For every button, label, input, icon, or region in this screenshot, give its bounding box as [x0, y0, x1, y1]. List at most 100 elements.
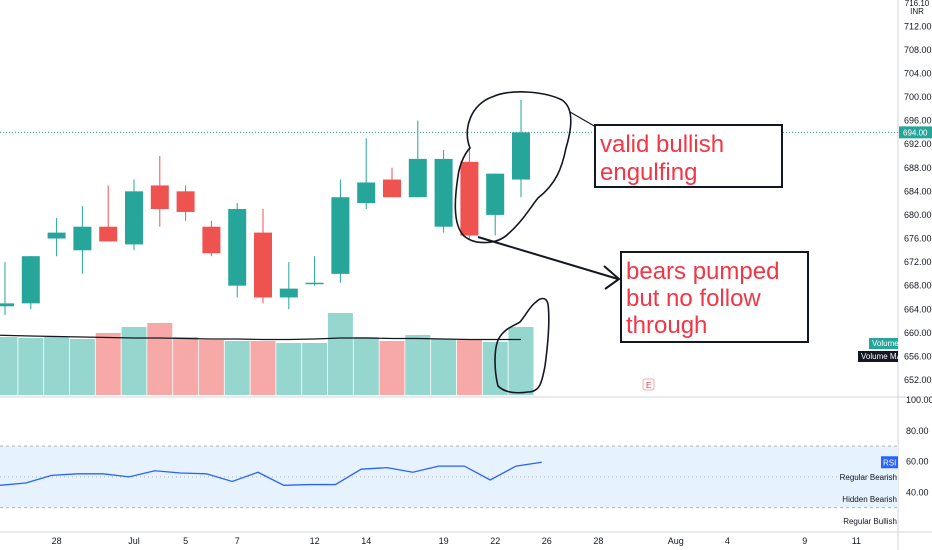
note-bullish-line-1: valid bullish — [600, 131, 724, 158]
price-tick-label: 708.00 — [904, 45, 932, 55]
volume-bar — [431, 339, 457, 395]
price-tick-label: 656.00 — [904, 351, 932, 361]
candle-body — [176, 191, 195, 212]
currency-code: INR — [910, 7, 924, 16]
time-tick-label: 4 — [725, 536, 730, 546]
volume-bar — [250, 341, 276, 395]
volume-tag — [869, 338, 898, 349]
volume-ma-tag-label: Volume MA — [861, 352, 903, 361]
candle-body — [0, 303, 14, 307]
price-tick-label: 680.00 — [904, 210, 932, 220]
volume-bar — [44, 337, 70, 395]
volume-bar — [147, 323, 173, 395]
rsi-tick-label: 100.00 — [906, 395, 932, 405]
note-bears-line-2: but no follow — [626, 285, 761, 312]
svg-text:E: E — [646, 381, 651, 390]
volume-bar — [456, 340, 482, 395]
volume-tag-label: Volume — [872, 339, 899, 348]
candle-body — [486, 173, 505, 215]
volume-bar — [173, 337, 199, 395]
price-tick-label: 688.00 — [904, 163, 932, 173]
rsi-tick-label: 40.00 — [906, 487, 929, 497]
note-bears-line-1: bears pumped — [626, 258, 779, 285]
price-tick-label: 692.00 — [904, 139, 932, 149]
volume-bar — [508, 327, 534, 395]
time-tick-label: 19 — [439, 536, 449, 546]
divergence-label: Hidden Bearish — [842, 495, 897, 504]
time-tick-label: 12 — [310, 536, 320, 546]
axis-layer: 652.00 656.00 660.00 664.00 668.00 672.00 676.… — [52, 21, 932, 546]
note-box-bullish — [594, 124, 783, 188]
price-tick-label: 676.00 — [904, 234, 932, 244]
rsi-tag — [881, 456, 898, 469]
volume-bar — [121, 327, 147, 395]
candle-body — [47, 232, 66, 239]
price-tick-label: 664.00 — [904, 304, 932, 314]
time-tick-label: 5 — [183, 536, 188, 546]
price-tick-label: 696.00 — [904, 116, 932, 126]
candle-body — [460, 161, 479, 236]
candle-body — [512, 132, 530, 180]
volume-bar — [18, 338, 44, 395]
price-tick-label: 684.00 — [904, 186, 932, 196]
volume-bar — [224, 341, 250, 395]
volume-bar — [198, 340, 224, 395]
arrow-line-bullish — [569, 111, 597, 128]
price-tick-label: 704.00 — [904, 68, 932, 78]
volume-bar — [0, 337, 18, 395]
price-tick-label: 660.00 — [904, 328, 932, 338]
last-price-tag — [899, 126, 932, 139]
annotation-layer: valid bullish engulfing bears pumped but… — [454, 91, 809, 394]
rsi-tick-label: 60.00 — [906, 457, 929, 467]
price-tick-label: 700.00 — [904, 92, 932, 102]
volume-ma-tag — [858, 351, 898, 362]
volume-bar — [276, 343, 302, 395]
price-tick-label: 668.00 — [904, 281, 932, 291]
candle-body — [73, 226, 92, 251]
divergence-label: Regular Bearish — [840, 473, 897, 482]
earnings-marker-icon[interactable]: E — [642, 378, 655, 391]
candle-body — [125, 191, 143, 245]
time-tick-label: 26 — [542, 536, 552, 546]
time-tick-label: 28 — [593, 536, 603, 546]
volume-ma-line — [0, 334, 521, 341]
volume-layer — [0, 313, 534, 395]
rsi-pane — [0, 445, 898, 509]
candle-body — [357, 182, 376, 204]
candle-body — [408, 158, 427, 198]
candle-body — [202, 226, 221, 254]
candle-body — [331, 197, 350, 274]
arrow-line-bears — [477, 236, 619, 280]
arrow-head-bears — [603, 265, 621, 290]
candle-layer — [0, 99, 898, 316]
volume-bar — [95, 333, 121, 395]
circle-bullish-engulfing — [454, 91, 572, 244]
divergence-label: Regular Bullish — [843, 517, 897, 526]
volume-bar — [69, 339, 95, 395]
time-tick-label: 22 — [490, 536, 500, 546]
currency-header: 716.10 INR — [903, 0, 931, 16]
time-tick-label: 28 — [52, 536, 62, 546]
time-tick-label: 14 — [361, 536, 371, 546]
time-tick-label: 7 — [235, 536, 240, 546]
time-tick-label: Aug — [668, 536, 684, 546]
candle-body — [228, 209, 247, 286]
candle-body — [150, 185, 169, 210]
circle-volume — [494, 297, 550, 394]
volume-bar — [302, 343, 328, 395]
price-tick-label: 652.00 — [904, 375, 932, 385]
currency-price: 716.10 — [904, 0, 930, 8]
last-price-tag-label: 694.00 — [903, 128, 928, 137]
rsi-line — [0, 461, 542, 486]
volume-bar — [327, 313, 353, 395]
price-tick-label: 712.00 — [904, 21, 932, 31]
note-bullish-line-2: engulfing — [600, 159, 697, 186]
time-tick-label: 11 — [852, 536, 861, 546]
volume-bar — [405, 335, 431, 395]
price-tick-label: 672.00 — [904, 257, 932, 267]
rsi-tag-label: RSI — [883, 458, 896, 467]
note-box-bears — [620, 251, 809, 343]
candle-body — [254, 232, 272, 298]
candle-body — [279, 288, 298, 298]
